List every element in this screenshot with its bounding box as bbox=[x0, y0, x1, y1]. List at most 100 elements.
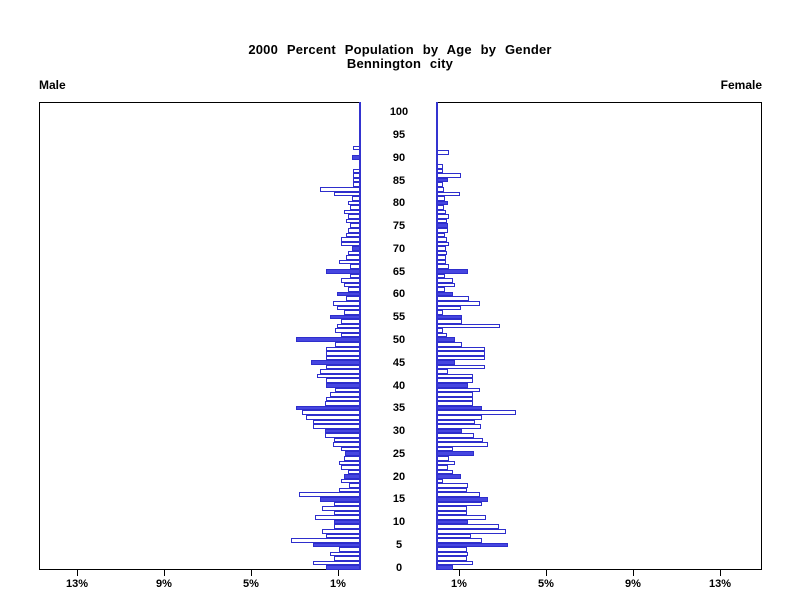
female-age-bar bbox=[436, 283, 455, 287]
male-age-bar bbox=[339, 488, 361, 492]
female-age-bar bbox=[436, 401, 473, 406]
male-age-bar bbox=[299, 492, 361, 497]
female-age-bar bbox=[436, 565, 453, 570]
chart-title: 2000 Percent Population by Age by Gender bbox=[248, 42, 552, 57]
age-tick-label: 90 bbox=[392, 152, 406, 164]
female-age-bar bbox=[436, 415, 482, 420]
female-age-bar bbox=[436, 347, 485, 351]
female-panel-label: Female bbox=[720, 78, 762, 92]
age-tick-label: 40 bbox=[392, 380, 406, 392]
x-axis-tick-label: 9% bbox=[625, 578, 641, 590]
female-age-bar bbox=[436, 438, 483, 442]
female-age-bar bbox=[436, 561, 473, 565]
female-age-bar bbox=[436, 192, 460, 196]
male-age-bar bbox=[326, 269, 361, 274]
male-age-bar bbox=[335, 388, 361, 392]
chart-subtitle: Bennington city bbox=[346, 56, 454, 71]
male-age-bar bbox=[334, 524, 361, 529]
female-zero-axis-line bbox=[436, 102, 438, 570]
male-age-bar bbox=[313, 561, 361, 565]
male-age-bar bbox=[334, 511, 361, 515]
x-axis-tick-label: 13% bbox=[65, 578, 89, 590]
x-axis-tick bbox=[77, 570, 78, 576]
male-age-bar bbox=[337, 292, 361, 296]
x-axis-tick bbox=[338, 570, 339, 576]
female-age-bar bbox=[436, 451, 474, 456]
female-age-bar bbox=[436, 406, 482, 410]
male-age-bar bbox=[326, 365, 361, 369]
male-age-bar bbox=[334, 556, 361, 561]
male-age-bar bbox=[341, 242, 361, 246]
male-age-bar bbox=[339, 260, 361, 264]
x-axis-tick bbox=[459, 570, 460, 576]
male-age-bar bbox=[296, 337, 361, 342]
male-age-bar bbox=[322, 529, 361, 534]
age-tick-label: 20 bbox=[392, 471, 406, 483]
age-tick-label: 5 bbox=[395, 539, 403, 551]
male-age-bar bbox=[306, 415, 361, 420]
age-tick-label: 95 bbox=[392, 129, 406, 141]
age-tick-label: 80 bbox=[392, 197, 406, 209]
male-panel-label: Male bbox=[39, 78, 66, 92]
female-age-bar bbox=[436, 556, 467, 561]
age-tick-label: 15 bbox=[392, 493, 406, 505]
female-age-bar bbox=[436, 515, 486, 520]
male-age-bar bbox=[341, 319, 361, 324]
female-age-bar bbox=[436, 374, 473, 378]
female-age-bar bbox=[436, 447, 453, 451]
x-axis-tick-label: 9% bbox=[156, 578, 172, 590]
age-tick-label: 25 bbox=[392, 448, 406, 460]
male-age-bar bbox=[334, 502, 361, 506]
male-age-bar bbox=[334, 520, 361, 524]
female-age-bar bbox=[436, 424, 481, 429]
male-age-bar bbox=[339, 547, 361, 552]
male-age-bar bbox=[313, 424, 361, 429]
male-age-bar bbox=[326, 347, 361, 351]
male-age-bar bbox=[326, 351, 361, 356]
male-age-bar bbox=[313, 420, 361, 424]
female-age-bar bbox=[436, 524, 499, 529]
male-age-bar bbox=[325, 401, 361, 406]
male-age-bar bbox=[311, 360, 361, 365]
female-age-bar bbox=[436, 173, 461, 178]
female-age-bar bbox=[436, 442, 488, 447]
female-age-bar bbox=[436, 497, 488, 502]
age-tick-label: 60 bbox=[392, 288, 406, 300]
female-age-bar bbox=[436, 315, 462, 319]
age-tick-label: 0 bbox=[395, 562, 403, 574]
male-age-bar bbox=[320, 497, 361, 502]
x-axis-tick bbox=[164, 570, 165, 576]
male-age-bar bbox=[341, 447, 361, 451]
female-age-bar bbox=[436, 383, 468, 388]
female-age-bar bbox=[436, 534, 471, 538]
female-age-bar bbox=[436, 483, 468, 488]
female-age-bar bbox=[436, 306, 461, 310]
male-age-bar bbox=[337, 324, 361, 328]
female-age-bar bbox=[436, 388, 480, 392]
female-age-bar bbox=[436, 351, 485, 356]
male-age-bar bbox=[341, 465, 361, 470]
female-panel bbox=[438, 102, 762, 570]
female-age-bar bbox=[436, 470, 453, 474]
male-age-bar bbox=[317, 374, 361, 378]
male-age-bar bbox=[322, 506, 361, 511]
female-age-bar bbox=[436, 506, 467, 511]
female-age-bar bbox=[436, 378, 473, 383]
x-axis-tick-label: 1% bbox=[451, 578, 467, 590]
female-age-bar bbox=[436, 410, 516, 415]
female-age-bar bbox=[436, 492, 480, 497]
male-age-bar bbox=[341, 237, 361, 242]
male-panel bbox=[39, 102, 359, 570]
age-tick-label: 85 bbox=[392, 175, 406, 187]
x-axis-tick bbox=[720, 570, 721, 576]
age-tick-label: 10 bbox=[392, 516, 406, 528]
x-axis-tick-label: 13% bbox=[708, 578, 732, 590]
female-age-bar bbox=[436, 529, 506, 534]
male-age-bar bbox=[296, 406, 361, 410]
male-age-bar bbox=[333, 442, 361, 447]
female-age-bar bbox=[436, 278, 453, 283]
female-age-bar bbox=[436, 324, 500, 328]
male-age-bar bbox=[326, 534, 361, 538]
male-age-bar bbox=[334, 192, 361, 196]
